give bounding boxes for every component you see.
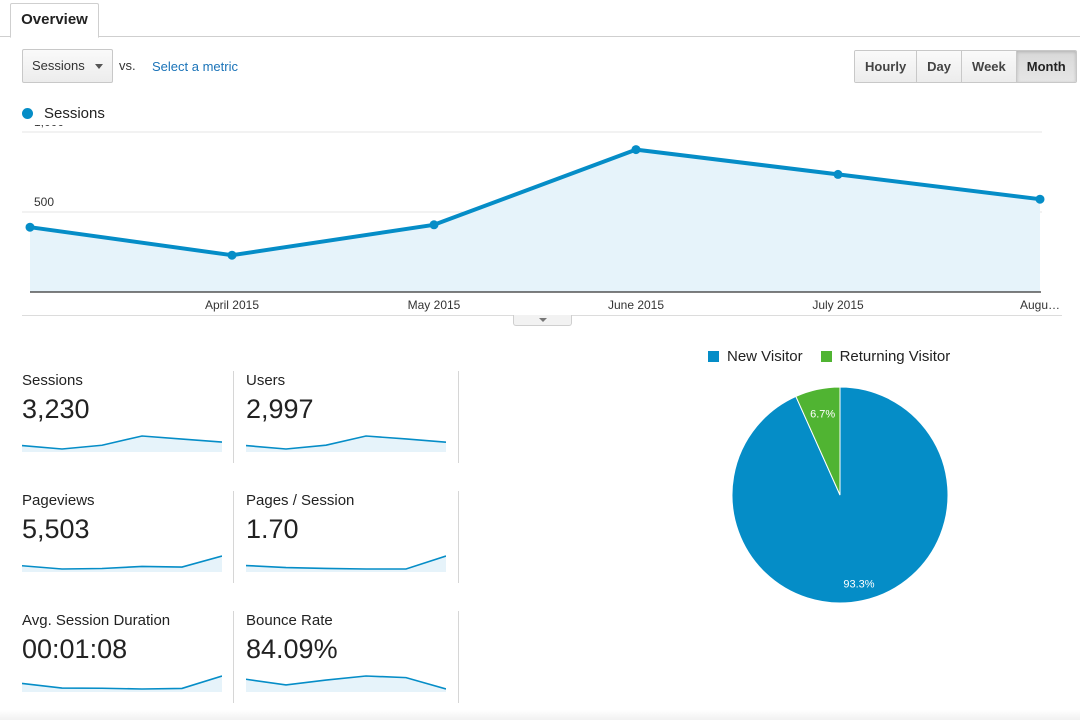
sparkline-area <box>22 436 222 452</box>
pie-slice-returning-visitor[interactable] <box>795 386 841 496</box>
metric-label: Users <box>246 372 286 389</box>
metric-value: 5,503 <box>22 514 90 544</box>
sparkline-area <box>246 676 446 692</box>
footer-band <box>0 710 1080 720</box>
sparkline-area <box>22 556 222 572</box>
week-button[interactable]: Week <box>962 51 1017 82</box>
granularity-toggle: Hourly Day Week Month <box>854 50 1077 83</box>
tile-divider <box>458 371 459 463</box>
tile-divider <box>233 371 234 463</box>
sparkline <box>246 435 446 452</box>
new-visitor-swatch-icon <box>708 350 719 362</box>
pie-slice-label: 6.7% <box>810 409 835 421</box>
sparkline <box>246 555 446 572</box>
metric-select[interactable]: Sessions <box>22 49 113 83</box>
metric-value: 00:01:08 <box>22 634 128 664</box>
pie-legend-item-returning-visitor[interactable]: Returning Visitor <box>820 347 951 365</box>
metric-tile-pageviews[interactable]: Pageviews 5,503 <box>22 492 234 582</box>
vs-label: vs. <box>119 58 136 73</box>
caret-down-icon <box>95 64 103 69</box>
hourly-button[interactable]: Hourly <box>855 51 918 82</box>
pie-legend-label: Returning Visitor <box>839 347 951 365</box>
metric-label: Pages / Session <box>246 492 355 509</box>
metric-select-value: Sessions <box>32 58 85 73</box>
x-tick-label: Augu… <box>1020 298 1060 312</box>
pie-legend: New Visitor Returning Visitor <box>708 347 968 365</box>
metric-label: Sessions <box>22 372 83 389</box>
tile-divider <box>458 611 459 703</box>
x-tick-label: May 2015 <box>408 298 461 312</box>
sparkline <box>246 675 446 692</box>
sessions-line <box>29 147 1041 258</box>
tab-bar: Overview <box>0 0 1080 38</box>
returning-visitor-swatch-icon <box>820 350 832 362</box>
metric-tile-pages-per-session[interactable]: Pages / Session 1.70 <box>246 492 458 582</box>
pie-slice-label: 93.3% <box>843 579 874 591</box>
chart-legend[interactable]: Sessions <box>22 104 105 122</box>
sessions-chart-svg: 500 1,000 April 2015 May 2015 June 2015 July … <box>22 125 1060 312</box>
data-point[interactable] <box>429 220 439 230</box>
metric-value: 2,997 <box>246 394 314 424</box>
legend-label: Sessions <box>44 104 105 122</box>
metric-value: 3,230 <box>22 394 90 424</box>
pie-legend-item-new-visitor[interactable]: New Visitor <box>708 348 803 365</box>
tile-divider <box>233 611 234 703</box>
metric-label: Pageviews <box>22 492 95 509</box>
metric-value: 84.09% <box>246 634 338 664</box>
x-tick-label: April 2015 <box>205 298 259 312</box>
sparkline-line <box>22 675 222 690</box>
sparkline-line <box>22 555 222 570</box>
sparkline-area <box>246 556 446 572</box>
select-metric-link[interactable]: Select a metric <box>152 59 238 74</box>
tab-overview[interactable]: Overview <box>10 3 99 38</box>
month-button[interactable]: Month <box>1016 51 1076 82</box>
legend-dot-icon <box>22 107 33 119</box>
sessions-chart[interactable]: 500 1,000 April 2015 May 2015 June 2015 July … <box>0 125 1080 325</box>
data-point[interactable] <box>631 145 641 155</box>
tile-divider <box>458 491 459 583</box>
metric-tile-sessions[interactable]: Sessions 3,230 <box>22 372 234 462</box>
sparkline <box>22 555 222 572</box>
metric-tile-users[interactable]: Users 2,997 <box>246 372 458 462</box>
sparkline <box>22 435 222 452</box>
x-tick-label: July 2015 <box>812 298 864 312</box>
data-point[interactable] <box>1035 194 1045 204</box>
sparkline <box>22 675 222 692</box>
data-point[interactable] <box>25 222 35 232</box>
metric-tile-bounce-rate[interactable]: Bounce Rate 84.09% <box>246 612 458 702</box>
data-point[interactable] <box>833 169 843 179</box>
sparkline-line <box>246 435 446 450</box>
tile-divider <box>233 491 234 583</box>
visitor-pie-chart[interactable]: 93.3% 6.7% <box>730 385 950 605</box>
sessions-area <box>30 149 1040 292</box>
sparkline-area <box>246 436 446 452</box>
metric-label: Bounce Rate <box>246 612 333 629</box>
data-point[interactable] <box>227 250 237 260</box>
day-button[interactable]: Day <box>917 51 963 82</box>
metric-value: 1.70 <box>246 514 299 544</box>
metric-tile-avg-session-duration[interactable]: Avg. Session Duration 00:01:08 <box>22 612 234 702</box>
metric-label: Avg. Session Duration <box>22 612 171 629</box>
pie-legend-label: New Visitor <box>727 347 803 365</box>
sparkline-line <box>22 435 222 450</box>
sparkline-area <box>22 676 222 692</box>
y-tick-label: 1,000 <box>34 125 64 129</box>
sparkline-line <box>246 675 446 690</box>
y-tick-label: 500 <box>34 195 54 209</box>
x-tick-label: June 2015 <box>608 298 664 312</box>
sparkline-line <box>246 555 446 570</box>
chart-collapse-handle[interactable] <box>513 315 572 326</box>
